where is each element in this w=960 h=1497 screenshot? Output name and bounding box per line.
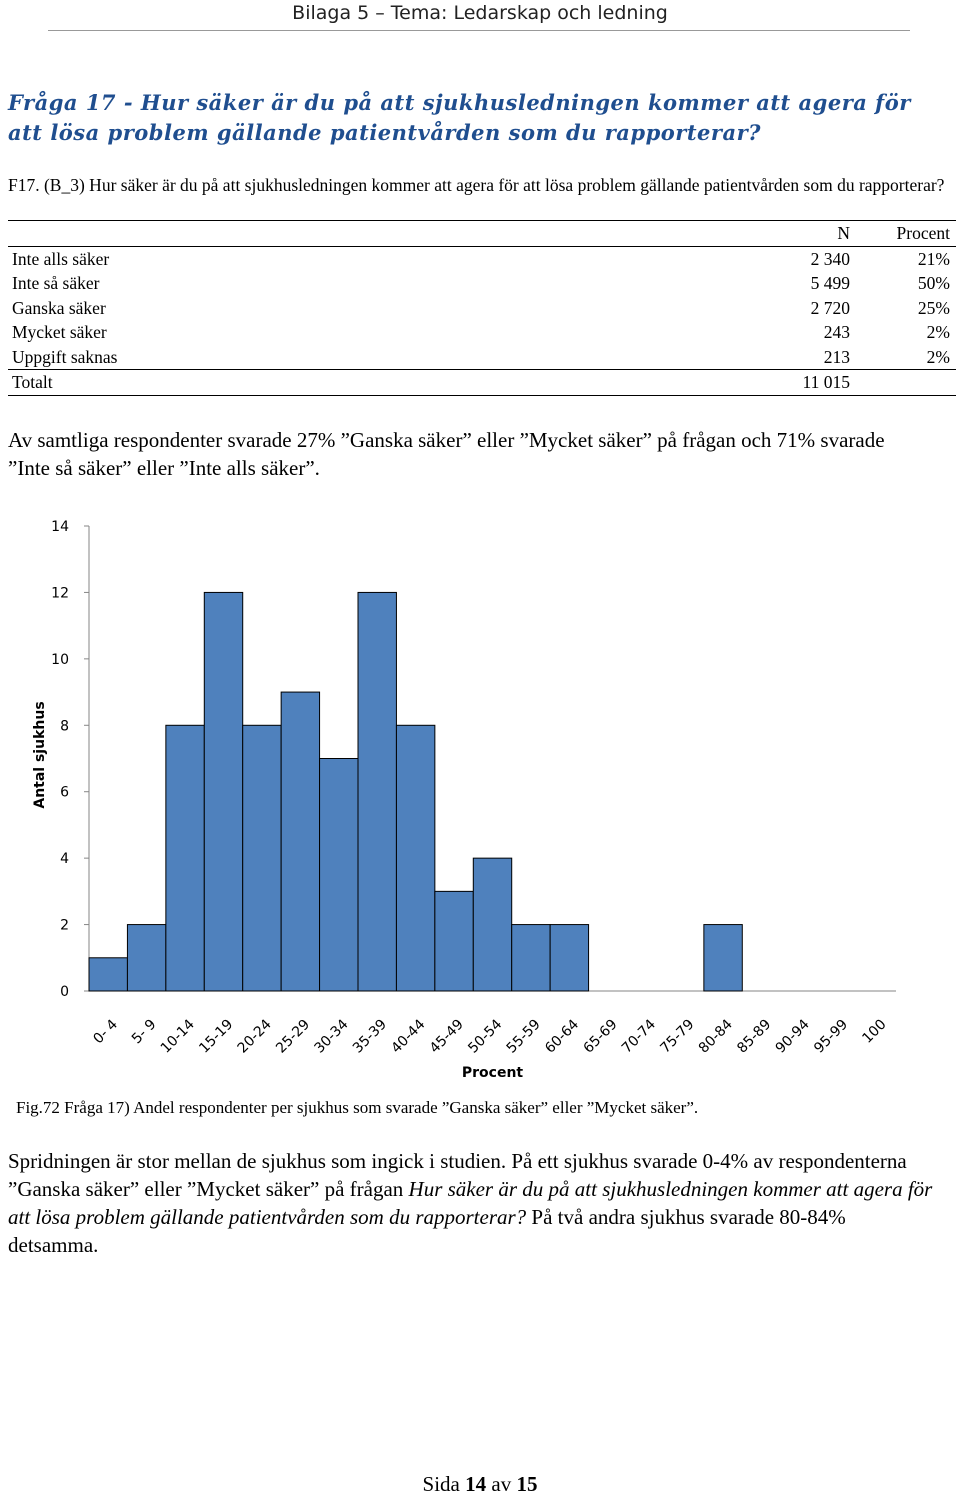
row-percent: 2% (926, 346, 950, 367)
y-tick-label: 6 (60, 785, 69, 801)
row-label: Uppgift saknas (12, 346, 118, 367)
x-tick-label: 25-29 (273, 1017, 313, 1057)
row-label: Ganska säker (12, 297, 106, 318)
histogram-bar (472, 857, 513, 992)
header-divider (48, 30, 910, 31)
conclusion-text-1: Spridningen är stor mellan de sjukhus so… (8, 1149, 907, 1201)
y-tick-label: 4 (60, 851, 69, 867)
x-tick-label: 100 (859, 1017, 889, 1047)
y-tick-label: 2 (60, 918, 69, 934)
page-header: Bilaga 5 – Tema: Ledarskap och ledning (292, 2, 668, 24)
question-text: F17. (B_3) Hur säker är du på att sjukhu… (8, 175, 945, 195)
column-header-n: N (837, 223, 850, 243)
x-tick-label: 60-64 (542, 1016, 582, 1056)
x-axis-title: Procent (462, 1065, 524, 1081)
x-tick-label: 20-24 (235, 1016, 275, 1056)
x-tick-label: 15-19 (196, 1017, 236, 1057)
table-total-row: Totalt 11 015 (8, 369, 956, 396)
histogram-bar (434, 890, 474, 992)
conclusion-text-2: På två andra sjukhus svarade 80-84% dets… (8, 1205, 846, 1257)
x-tick-label: 40-44 (388, 1016, 428, 1056)
results-table: N Procent Inte alls säker 2 340 21% Inte… (8, 220, 956, 396)
x-tick-label: 55-59 (504, 1017, 544, 1057)
row-label: Inte så säker (12, 273, 100, 293)
total-n: 11 015 (802, 372, 850, 392)
histogram-bar (703, 924, 743, 992)
histogram-bar (395, 724, 436, 992)
y-tick-label: 0 (60, 984, 69, 1000)
x-tick-label: 0- 4 (90, 1016, 121, 1047)
summary-text: Av samtliga respondenter svarade 27% ”Ga… (8, 428, 885, 480)
x-tick-label: 80-84 (696, 1016, 736, 1056)
figure-caption: Fig.72 Fråga 17) Andel respondenter per … (16, 1098, 699, 1117)
row-percent: 25% (917, 297, 950, 318)
row-n: 213 (823, 346, 850, 367)
x-tick-label: 95-99 (811, 1017, 851, 1057)
x-tick-label: 45-49 (427, 1017, 467, 1057)
row-n: 243 (823, 322, 850, 342)
conclusion-question-italic: Hur säker är du på att sjukhusledningen … (8, 1177, 933, 1229)
histogram-bar (242, 724, 282, 992)
page-footer: Sida 14 av 15 (0, 1472, 960, 1497)
table-row: Uppgift saknas 213 2% (8, 345, 956, 370)
table-row: Inte alls säker 2 340 21% (8, 247, 956, 272)
row-percent: 50% (917, 273, 950, 293)
footer-middle: av (486, 1472, 517, 1496)
histogram-bar (319, 758, 359, 992)
y-axis-title: Antal sjukhus (32, 701, 48, 808)
table-header-row: N Procent (8, 220, 956, 247)
y-tick-label: 10 (51, 652, 69, 668)
page-number: 14 (465, 1472, 487, 1496)
histogram-bar (126, 924, 167, 992)
x-tick-label: 65-69 (581, 1017, 621, 1057)
column-header-percent: Procent (896, 223, 950, 243)
y-tick-label: 12 (51, 585, 69, 601)
conclusion-paragraph: Spridningen är stor mellan de sjukhus so… (8, 1147, 938, 1259)
histogram-bar (165, 724, 205, 992)
x-tick-label: 90-94 (773, 1016, 813, 1056)
x-tick-label: 70-74 (619, 1016, 659, 1056)
histogram-bar (549, 924, 590, 992)
section-heading: Fråga 17 - Hur säker är du på att sjukhu… (8, 90, 911, 145)
x-tick-label: 85-89 (734, 1017, 774, 1057)
histogram-bar (203, 591, 244, 992)
footer-prefix: Sida (422, 1472, 466, 1496)
total-label: Totalt (12, 372, 53, 392)
histogram-bar (88, 957, 128, 992)
x-tick-label: 10-14 (158, 1016, 198, 1056)
x-tick-label: 75-79 (657, 1017, 697, 1057)
histogram-bar (511, 924, 551, 992)
y-tick-label: 8 (60, 718, 69, 734)
page-total: 15 (516, 1472, 538, 1496)
row-percent: 2% (926, 322, 950, 342)
row-percent: 21% (917, 248, 950, 269)
x-tick-label: 5- 9 (129, 1017, 160, 1048)
row-n: 2 340 (810, 248, 850, 269)
x-tick-label: 30-34 (312, 1016, 352, 1056)
histogram-bar (280, 691, 321, 992)
row-n: 2 720 (810, 297, 850, 318)
histogram-bar (357, 591, 397, 992)
table-row: Inte så säker 5 499 50% (8, 271, 956, 296)
x-tick-label: 50-54 (465, 1016, 505, 1056)
row-label: Inte alls säker (12, 248, 110, 269)
y-tick-label: 14 (51, 519, 69, 535)
table-row: Mycket säker 243 2% (8, 320, 956, 345)
row-label: Mycket säker (12, 322, 107, 342)
table-row: Ganska säker 2 720 25% (8, 296, 956, 321)
x-tick-label: 35-39 (350, 1017, 390, 1057)
row-n: 5 499 (810, 273, 850, 293)
